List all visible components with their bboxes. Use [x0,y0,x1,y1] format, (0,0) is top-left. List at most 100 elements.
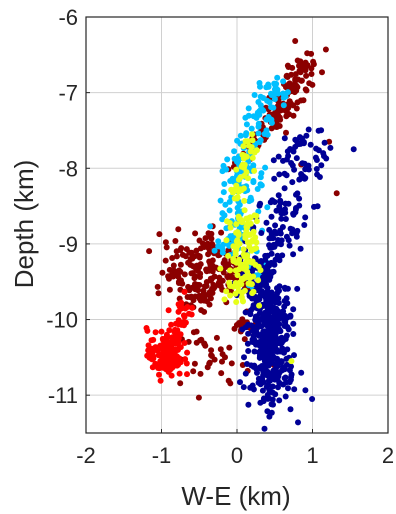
data-point [208,347,215,354]
data-point [222,201,229,208]
data-point [255,130,262,137]
data-point [291,352,297,359]
data-point [259,379,266,386]
data-point [244,259,251,265]
data-point [194,281,201,288]
data-point [193,328,200,335]
data-point [288,160,295,166]
data-point [294,227,301,234]
data-point [240,246,247,253]
x-tick-label: -1 [152,443,172,468]
data-point [266,299,273,306]
data-point [247,311,254,318]
data-point [273,348,280,355]
data-point [264,263,271,269]
data-point [275,371,282,377]
data-point [290,251,297,258]
data-point [307,141,314,148]
data-point [271,86,278,93]
data-point [169,355,176,362]
data-point [166,327,173,334]
data-point [241,336,248,343]
data-point [276,283,283,290]
data-point [165,307,172,314]
data-point [250,162,257,169]
data-point [211,247,218,254]
data-point [209,241,216,247]
data-point [290,210,297,217]
data-point [217,346,224,353]
data-point [242,132,249,139]
data-point [264,270,271,277]
data-point [195,287,202,294]
data-point [298,77,305,84]
data-point [300,173,307,180]
y-axis-label: Depth (km) [9,160,39,289]
data-point [159,269,166,276]
data-point [265,377,272,384]
data-point [227,267,234,274]
data-point [257,267,264,274]
data-point [228,360,235,367]
data-point [217,283,224,290]
data-point [289,179,296,186]
x-tick-label: 1 [306,443,318,468]
data-point [282,336,289,342]
data-point [257,102,264,109]
data-point [272,222,279,229]
data-point [236,256,243,263]
data-point [240,264,247,271]
data-point [237,132,244,139]
data-point [191,263,198,270]
data-point [242,370,249,377]
data-point [305,162,312,169]
data-point [256,302,263,309]
data-point [170,262,177,269]
data-point [172,238,179,244]
data-point [210,284,217,291]
data-point [255,123,262,130]
data-point [276,397,283,404]
data-point [282,320,289,327]
data-point [206,359,213,366]
data-point [280,78,287,85]
data-point [268,250,275,257]
data-point [259,291,266,298]
data-point [280,90,287,97]
data-point [146,248,153,255]
data-point [163,335,170,342]
data-point [169,255,176,261]
data-point [166,286,173,293]
data-point [193,247,200,254]
data-point [256,354,263,361]
data-point [158,328,165,335]
data-point [233,322,240,328]
data-point [294,99,301,106]
data-point [197,370,204,377]
data-point [273,308,280,315]
data-point [260,95,267,101]
data-point [275,384,281,391]
data-point [296,67,303,74]
y-tick-label: -6 [58,5,78,30]
data-point [217,265,224,272]
data-point [155,290,162,297]
data-point [296,202,303,209]
data-point [279,252,286,259]
data-point [248,281,255,288]
data-point [240,143,247,150]
plot-frame [85,16,389,434]
data-point [150,336,157,343]
data-point [220,189,227,196]
data-point [175,273,182,280]
data-point [195,394,202,401]
data-point [250,229,257,236]
data-point [175,317,182,324]
data-point [188,255,195,261]
data-point [197,297,204,304]
data-point [268,401,275,408]
data-point [300,140,307,147]
data-point [226,344,233,351]
data-point [267,244,274,251]
data-point [239,297,246,304]
